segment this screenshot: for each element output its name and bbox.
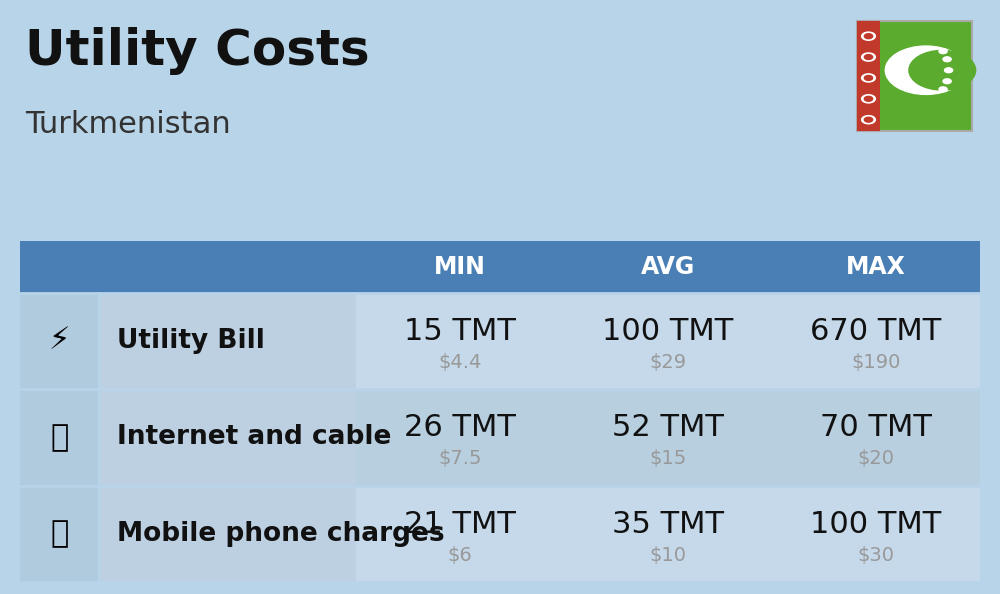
Text: Turkmenistan: Turkmenistan <box>25 110 231 139</box>
FancyBboxPatch shape <box>564 486 772 582</box>
FancyBboxPatch shape <box>564 293 772 389</box>
Text: $7.5: $7.5 <box>438 449 482 468</box>
Circle shape <box>862 53 875 61</box>
FancyBboxPatch shape <box>356 293 564 389</box>
Text: 26 TMT: 26 TMT <box>404 413 516 443</box>
Text: 15 TMT: 15 TMT <box>404 317 516 346</box>
Circle shape <box>943 57 951 62</box>
FancyBboxPatch shape <box>20 293 99 389</box>
Text: 📱: 📱 <box>50 519 68 548</box>
Circle shape <box>885 46 967 94</box>
Text: 100 TMT: 100 TMT <box>602 317 734 346</box>
FancyBboxPatch shape <box>356 389 564 486</box>
Text: Internet and cable: Internet and cable <box>117 425 391 450</box>
Text: 35 TMT: 35 TMT <box>612 510 724 539</box>
FancyBboxPatch shape <box>20 486 99 582</box>
Circle shape <box>862 116 875 124</box>
FancyBboxPatch shape <box>857 21 972 131</box>
Text: ⚡: ⚡ <box>49 327 70 356</box>
Text: $190: $190 <box>851 353 901 372</box>
FancyBboxPatch shape <box>99 389 356 486</box>
Text: $30: $30 <box>857 546 894 565</box>
Text: Utility Bill: Utility Bill <box>117 328 265 354</box>
Circle shape <box>909 50 976 90</box>
Text: 70 TMT: 70 TMT <box>820 413 932 443</box>
FancyBboxPatch shape <box>772 293 980 389</box>
Circle shape <box>864 55 873 59</box>
Text: MAX: MAX <box>846 255 906 279</box>
FancyBboxPatch shape <box>356 486 564 582</box>
Circle shape <box>945 68 953 72</box>
FancyBboxPatch shape <box>772 486 980 582</box>
Circle shape <box>862 74 875 82</box>
FancyBboxPatch shape <box>99 486 356 582</box>
Circle shape <box>864 34 873 39</box>
Circle shape <box>864 117 873 122</box>
Text: 670 TMT: 670 TMT <box>810 317 942 346</box>
FancyBboxPatch shape <box>20 389 99 486</box>
Text: MIN: MIN <box>434 255 486 279</box>
Text: $6: $6 <box>448 546 472 565</box>
Text: 📡: 📡 <box>50 423 68 452</box>
Text: 100 TMT: 100 TMT <box>810 510 942 539</box>
Text: $15: $15 <box>649 449 687 468</box>
Text: Mobile phone charges: Mobile phone charges <box>117 521 444 547</box>
Text: 52 TMT: 52 TMT <box>612 413 724 443</box>
Circle shape <box>862 94 875 103</box>
FancyBboxPatch shape <box>564 389 772 486</box>
Text: $20: $20 <box>857 449 894 468</box>
Text: $10: $10 <box>649 546 686 565</box>
FancyBboxPatch shape <box>99 293 356 389</box>
Text: 21 TMT: 21 TMT <box>404 510 516 539</box>
Text: $4.4: $4.4 <box>438 353 482 372</box>
FancyBboxPatch shape <box>857 21 880 131</box>
Text: AVG: AVG <box>641 255 695 279</box>
Circle shape <box>864 75 873 80</box>
Circle shape <box>862 32 875 40</box>
Text: Utility Costs: Utility Costs <box>25 27 370 75</box>
FancyBboxPatch shape <box>20 241 980 293</box>
Circle shape <box>943 79 951 84</box>
Text: $29: $29 <box>649 353 687 372</box>
FancyBboxPatch shape <box>772 389 980 486</box>
Circle shape <box>939 87 947 91</box>
Circle shape <box>939 49 947 53</box>
Circle shape <box>864 96 873 101</box>
